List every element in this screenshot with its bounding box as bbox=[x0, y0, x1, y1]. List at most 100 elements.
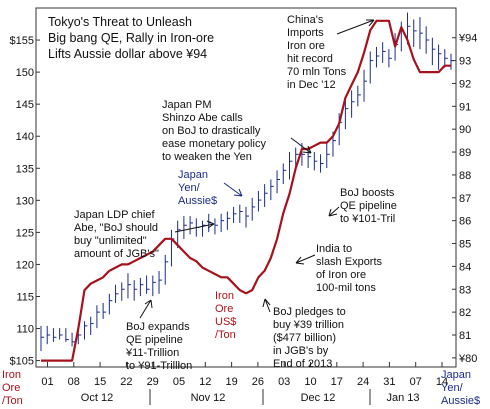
annotation-boj-expands: BoJ expands QE pipeline ¥11-Trillion to … bbox=[125, 321, 193, 372]
yen-bar bbox=[357, 85, 361, 107]
x-tick-label: 15 bbox=[94, 376, 106, 388]
yen-bar bbox=[177, 220, 181, 249]
left-tick-label: 150 bbox=[16, 67, 34, 79]
x-tick-label: 24 bbox=[357, 376, 369, 388]
yen-bar bbox=[351, 90, 355, 118]
yen-bar bbox=[202, 220, 206, 237]
right-tick-label: 91 bbox=[459, 101, 471, 113]
yen-bar bbox=[189, 216, 194, 235]
yen-bar bbox=[320, 154, 324, 173]
yen-bar bbox=[102, 302, 107, 319]
yen-bar bbox=[52, 328, 57, 342]
yen-bar bbox=[295, 147, 299, 169]
right-tick-label: 93 bbox=[459, 56, 471, 68]
yen-bar bbox=[239, 204, 243, 223]
annotation-abe-pm-arrow bbox=[290, 137, 312, 154]
x-axis-ticks: 01 08 15 22 29 05 12 19 26 03 10 17 24 31 07 14 bbox=[41, 362, 448, 388]
right-tick-label: 89 bbox=[459, 147, 471, 159]
yen-bar bbox=[270, 179, 274, 201]
annotation-india: India to slash Exports of Iron ore 100-m… bbox=[316, 243, 385, 294]
left-tick-label: $155 bbox=[10, 35, 34, 47]
yen-bar bbox=[220, 213, 225, 233]
left-tick-label: 140 bbox=[16, 131, 34, 143]
left-tick-label: 110 bbox=[16, 324, 34, 336]
yen-bar bbox=[245, 206, 249, 228]
annotation-ldp-chief: Japan LDP chief Abe, "BoJ should buy "un… bbox=[74, 209, 161, 260]
yen-bar bbox=[438, 44, 442, 70]
yen-bar bbox=[121, 282, 125, 301]
right-tick-label: 81 bbox=[459, 330, 471, 342]
yen-bar bbox=[59, 328, 63, 340]
yen-bar bbox=[313, 152, 318, 171]
annotation-boj-39-arrow bbox=[262, 298, 271, 313]
x-tick-label: 19 bbox=[225, 376, 237, 388]
annotation-ldp-arrow bbox=[174, 220, 215, 233]
yen-bar bbox=[40, 325, 44, 351]
yen-bar bbox=[183, 216, 187, 239]
yen-bar bbox=[96, 305, 100, 329]
right-tick-label: 83 bbox=[459, 284, 471, 296]
series-label-iron-ore: Iron Ore US$ /Ton bbox=[215, 290, 239, 341]
yen-bar bbox=[127, 273, 131, 299]
right-tick-label: 88 bbox=[459, 170, 471, 182]
yen-bar bbox=[363, 69, 368, 102]
x-tick-label: 01 bbox=[41, 376, 53, 388]
yen-bar bbox=[413, 19, 417, 47]
annotation-boj-boosts-arrow bbox=[328, 206, 340, 217]
left-tick-label: 120 bbox=[16, 259, 34, 271]
yen-bar bbox=[152, 275, 156, 297]
left-tick-label: 145 bbox=[16, 99, 34, 111]
yen-bar bbox=[382, 42, 386, 63]
x-tick-label: 29 bbox=[147, 376, 159, 388]
annotation-boj-boosts: BoJ boosts QE pipeline to ¥101-Tril bbox=[340, 187, 400, 225]
right-axis-ticks: ¥80 81 82 83 84 85 86 87 88 89 90 91 92 93 ¥94 bbox=[452, 33, 477, 365]
annotation-china-arrow bbox=[336, 19, 375, 35]
x-tick-label: 07 bbox=[410, 376, 422, 388]
yen-bar bbox=[108, 293, 113, 315]
yen-bar bbox=[226, 211, 231, 230]
yen-bar bbox=[450, 53, 454, 70]
x-tick-label: 05 bbox=[173, 376, 185, 388]
series-label-yen-aussie: Japan Yen/ Aussie$ bbox=[178, 169, 217, 207]
x-tick-label: 08 bbox=[68, 376, 80, 388]
yen-bar bbox=[214, 218, 218, 235]
chart-title: Tokyo's Threat to Unleash Big bang QE, R… bbox=[48, 15, 218, 61]
yen-bar bbox=[251, 197, 256, 221]
yen-bar bbox=[276, 170, 281, 194]
yen-bar bbox=[83, 321, 88, 340]
right-axis-label: Japan Yen/ Aussie$ bbox=[441, 369, 480, 407]
yen-bar bbox=[326, 142, 330, 169]
annotation-boj-39-trillion: BoJ pledges to buy ¥39 trillion ($477 bi… bbox=[273, 306, 349, 370]
yen-bar bbox=[344, 99, 349, 130]
yen-bar bbox=[158, 270, 163, 294]
right-tick-label: 90 bbox=[459, 124, 471, 136]
annotation-boj-expands-arrow bbox=[139, 299, 153, 319]
plot-frame bbox=[35, 7, 457, 368]
right-tick-label: 84 bbox=[459, 261, 471, 273]
yen-bar bbox=[65, 328, 69, 342]
yen-bar bbox=[115, 284, 119, 303]
series-label-yen-arrow bbox=[223, 182, 243, 197]
x-month-label: Nov 12 bbox=[191, 392, 226, 404]
x-tick-label: 14 bbox=[436, 376, 448, 388]
yen-bar bbox=[388, 49, 392, 68]
yen-bar bbox=[139, 277, 144, 297]
x-tick-label: 17 bbox=[331, 376, 343, 388]
yen-bar bbox=[133, 280, 138, 301]
left-tick-label: 115 bbox=[16, 291, 34, 303]
yen-bar bbox=[431, 37, 436, 66]
iron-ore-series-line bbox=[41, 19, 451, 362]
yen-bar bbox=[233, 206, 237, 223]
yen-bar bbox=[444, 49, 448, 68]
right-tick-label: 82 bbox=[459, 307, 471, 319]
x-tick-label: 31 bbox=[383, 376, 395, 388]
left-tick-label: $105 bbox=[10, 356, 34, 368]
left-tick-label: 125 bbox=[16, 227, 34, 239]
x-tick-label: 03 bbox=[278, 376, 290, 388]
right-tick-label: ¥80 bbox=[458, 353, 477, 365]
yen-bar bbox=[288, 152, 293, 180]
right-tick-label: 87 bbox=[459, 193, 471, 205]
x-month-label: Jan 13 bbox=[386, 392, 419, 404]
